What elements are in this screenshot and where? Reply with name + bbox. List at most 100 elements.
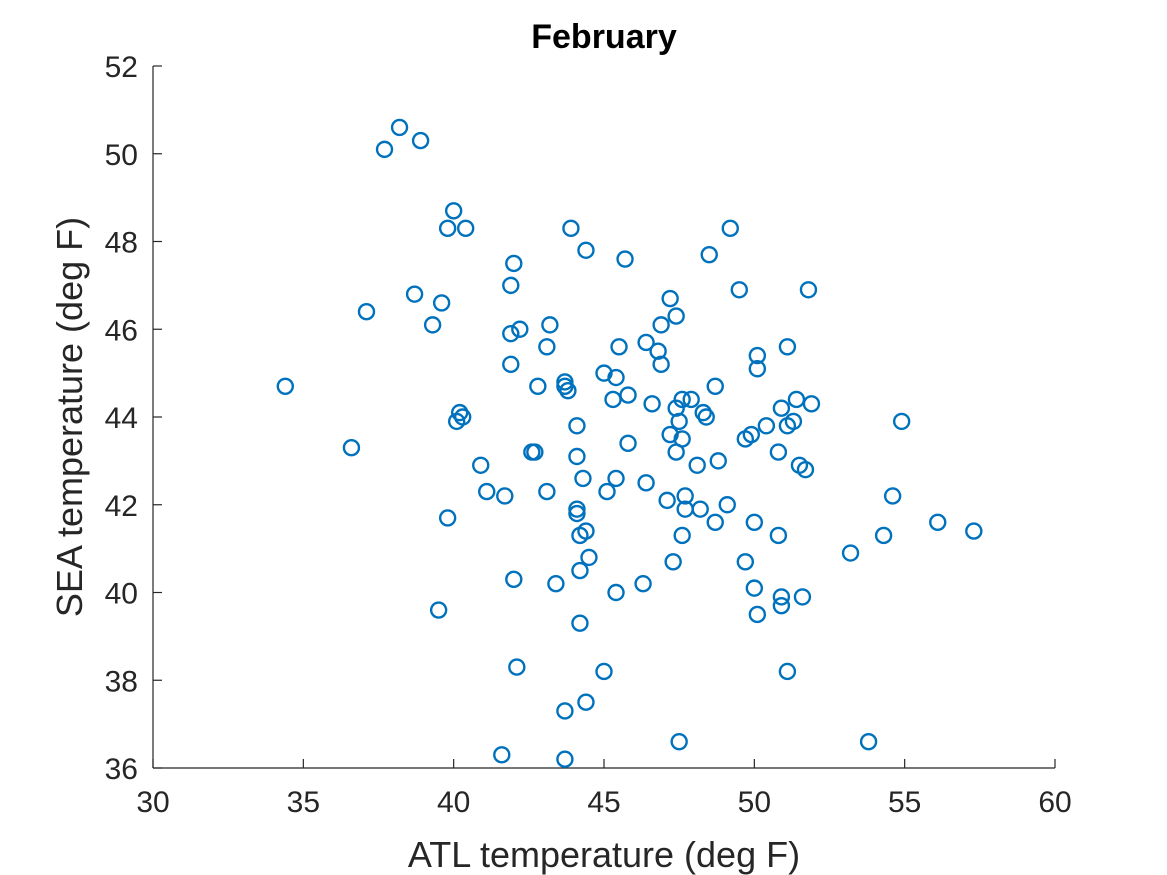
scatter-point [502,276,520,295]
x-tick-label: 30 [136,786,169,819]
scatter-point [673,526,691,545]
scatter-point [568,417,586,435]
scatter-point [390,118,409,137]
scatter-point [772,596,791,615]
scatter-point [423,316,442,334]
scatter-point [432,294,451,312]
scatter-point [568,504,586,523]
scatter-point [688,456,706,474]
scatter-point [559,381,577,400]
scatter-point [652,316,670,334]
x-tick-label: 45 [587,786,620,819]
scatter-point [799,281,818,299]
scatter-point [772,588,791,606]
scatter-point [694,403,712,422]
scatter-point [667,307,685,325]
scatter-point [562,219,580,238]
scatter-point [772,399,791,417]
y-tick-label: 40 [105,578,138,611]
scatter-point [571,614,589,632]
scatter-point [478,482,496,501]
scatter-point [787,390,806,409]
scatter-point [538,338,556,356]
scatter-point [757,417,776,435]
scatter-point [796,460,815,479]
y-axis-label: SEA temperature (deg F) [49,217,90,617]
scatter-point [580,548,598,567]
scatter-point [619,434,637,453]
scatter-point [375,140,394,159]
scatter-point [496,487,514,505]
scatter-point [745,513,764,531]
scatter-point [778,662,797,681]
scatter-point [472,456,490,474]
scatter-point [529,377,547,395]
scatter-point [574,469,592,488]
scatter-point [658,491,676,510]
scatter-point [883,487,902,505]
scatter-point [929,513,947,531]
scatter-point [706,513,724,531]
scatter-point [652,355,670,374]
scatter-point [742,425,761,444]
y-tick-label: 36 [105,753,138,786]
scatter-point [745,579,764,597]
scatter-point [637,333,655,352]
scatter-point [541,316,559,334]
scatter-point [438,509,457,527]
y-tick-label: 50 [105,139,138,172]
scatter-point [892,412,911,431]
scatter-point [748,605,767,624]
scatter-point [453,408,472,426]
scatter-point [556,702,574,720]
scatter-point [691,500,709,518]
scatter-point [718,496,736,514]
scatter-point [508,658,526,676]
scatter-point [444,202,463,220]
scatter-point [577,522,595,540]
scatter-point [721,219,739,238]
scatter-point [571,561,589,580]
y-ticks: 36 38 40 42 44 46 48 50 52 [105,51,162,786]
axes [152,66,1055,769]
y-tick-label: 42 [105,490,138,523]
scatter-point [502,355,520,374]
scatter-point [595,662,613,681]
scatter-point [556,750,574,768]
scatter-point [577,693,595,711]
scatter-point [607,469,625,488]
scatter-point [526,443,544,461]
scatter-point [676,487,694,505]
scatter-point [511,320,529,338]
x-tick-label: 50 [738,786,771,819]
chart-title: February [531,18,677,56]
scatter-point [965,522,983,540]
scatter-point [643,395,661,413]
scatter-point [682,390,700,409]
scatter-point [700,245,718,264]
y-tick-label: 38 [105,665,138,698]
scatter-point [769,443,788,461]
x-tick-label: 55 [888,786,921,819]
scatter-point [841,544,860,562]
scatter-point [673,390,691,409]
scatter-point [598,482,616,501]
scatter-point [538,482,556,501]
scatter-point [276,377,294,395]
scatter-point [577,241,595,259]
scatter-point [778,338,797,356]
scatter-point [670,732,688,751]
x-tick-label: 40 [437,786,470,819]
scatter-point [616,250,634,268]
scatter-point [568,447,586,466]
scatter-point [604,390,622,409]
scatter-point [456,219,475,238]
scatter-point [502,324,520,343]
scatter-point [411,131,430,150]
x-tick-label: 60 [1038,786,1071,819]
scatter-point [697,408,715,426]
scatter-point [619,386,637,404]
scatter-point [637,474,655,492]
scatter-point [793,588,812,606]
